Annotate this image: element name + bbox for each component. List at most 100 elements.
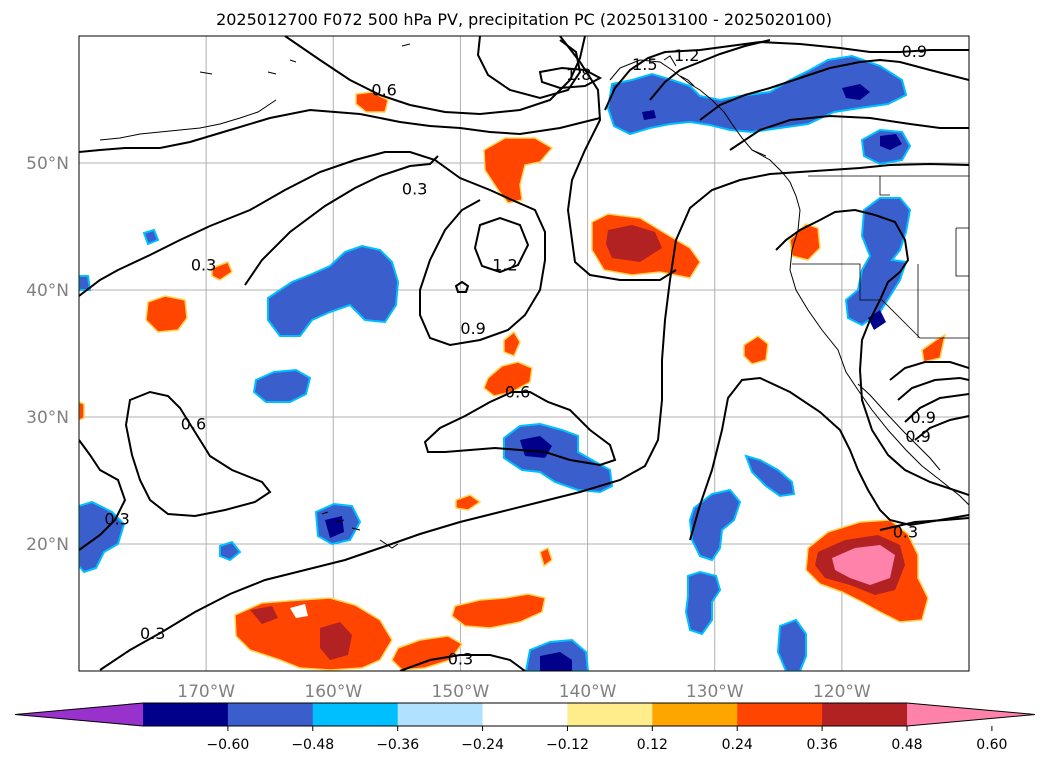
colorbar-label: −0.24 (461, 737, 504, 753)
precip-pos-blob (832, 545, 895, 585)
precip-pos-blob (391, 635, 464, 671)
axis-ticks: 170°W 160°W 150°W 140°W 130°W 120°W 50°N 40°N 30… (26, 154, 871, 702)
colorbar-segment (737, 703, 823, 726)
map-frame (78, 35, 970, 672)
precip-pos-blob (250, 606, 278, 624)
precip-pos-blob (503, 330, 521, 357)
contour-label: 0.9 (460, 319, 485, 338)
precip-pos-blob (79, 401, 85, 421)
contour-label: 1.2 (492, 256, 517, 275)
precip-neg-blob (642, 110, 656, 120)
contour-label: 1.8 (566, 65, 591, 84)
pv-contour (689, 376, 969, 541)
pv-contour (79, 439, 127, 551)
chart-title: 2025012700 F072 500 hPa PV, precipitatio… (216, 10, 832, 29)
contour-label: 1.5 (632, 55, 657, 74)
pv-contour (897, 376, 969, 401)
colorbar-segment (652, 703, 738, 726)
precip-pos-blob (539, 546, 553, 568)
colorbar-extend-low (15, 703, 143, 726)
precip-pos-blob (320, 622, 352, 660)
y-tick-label: 50°N (26, 154, 69, 174)
pv-contour (889, 361, 969, 381)
colorbar-segment (312, 703, 399, 726)
coast-detail (663, 55, 695, 87)
alaska-coast (99, 99, 277, 141)
contour-label: 0.9 (902, 42, 927, 61)
x-tick-label: 160°W (304, 682, 362, 702)
precip-neg-blob (79, 275, 92, 291)
precip-pos-blob (211, 261, 233, 281)
pv-contour (559, 36, 677, 281)
y-tick-label: 40°N (26, 281, 69, 301)
colorbar-label: −0.48 (291, 737, 334, 753)
y-tick-label: 30°N (26, 408, 69, 428)
x-tick-label: 130°W (686, 682, 744, 702)
pv-contour (775, 208, 969, 496)
precip-neg-blob (540, 652, 572, 671)
pv-contour (649, 39, 771, 101)
contour-label: 1.2 (674, 46, 699, 65)
colorbar: −0.60 −0.48 −0.36 −0.24 −0.12 0.12 0.24 0.36 0.4… (14, 702, 1036, 753)
pv-contour (423, 391, 617, 467)
pv-contour (79, 151, 546, 347)
precip-neg-blob (880, 134, 902, 150)
precip-neg-blob (142, 228, 160, 246)
hawaii-islands (321, 511, 399, 549)
west-coast (751, 149, 969, 506)
precip-neg-blob (79, 500, 126, 574)
contour-label: 0.6 (505, 383, 530, 402)
x-tick-label: 120°W (813, 682, 871, 702)
x-tick-label: 170°W (177, 682, 235, 702)
contour-label: 0.3 (104, 510, 129, 529)
precip-pos-blob (145, 295, 188, 333)
colorbar-label: −0.60 (206, 737, 249, 753)
colorbar-segment (397, 703, 484, 726)
pv-contour (79, 108, 601, 153)
precip-neg-blob (842, 84, 870, 100)
pv-contour (473, 216, 530, 274)
y-tick-label: 20°N (26, 535, 69, 555)
pv-contour (729, 114, 969, 151)
precip-pos-blob (451, 593, 546, 629)
colorbar-label: 0.60 (976, 737, 1007, 753)
colorbar-segment (567, 703, 653, 726)
precip-neg-blob (267, 244, 400, 337)
precip-neg-blob (606, 54, 908, 136)
alaska-coast (199, 43, 411, 75)
contour-labels: 0.3 0.3 0.6 1.2 0.9 0.6 0.6 0.3 0.3 0.3 1.8 1.5 1.2 0… (104, 42, 936, 668)
precip-pos-blob (290, 604, 308, 618)
precip-pos-blob (743, 335, 769, 365)
baja-coast (857, 383, 941, 471)
contour-label: 0.3 (140, 624, 165, 643)
colorbar-label: −0.12 (546, 737, 589, 753)
precip-pos-blob (606, 225, 662, 262)
precip-neg-blob (776, 618, 807, 671)
contour-label: 0.3 (893, 522, 918, 541)
colorbar-segment (822, 703, 908, 726)
colorbar-label: 0.12 (637, 737, 668, 753)
precip-neg-blob (844, 197, 912, 327)
colorbar-outline (14, 702, 1036, 727)
colorbar-label: 0.36 (807, 737, 838, 753)
contour-label: 0.3 (448, 649, 473, 668)
pv-contour (879, 517, 969, 531)
coastlines (99, 43, 969, 549)
pv-contour (604, 40, 969, 111)
pv-contour (244, 155, 439, 286)
pv-contour (904, 393, 969, 423)
borders (792, 175, 969, 339)
precip-neg-blob (252, 368, 312, 403)
precip-neg-blob (219, 540, 242, 562)
contour-label: 0.9 (905, 427, 930, 446)
x-tick-label: 150°W (432, 682, 490, 702)
contour-label: 0.9 (911, 408, 936, 427)
precip-pos-blob (455, 494, 482, 511)
pv-contour (99, 162, 969, 671)
colorbar-segment (482, 703, 568, 726)
colorbar-segment (227, 703, 314, 726)
colorbar-label: 0.24 (722, 737, 753, 753)
precip-neg-blob (684, 570, 722, 636)
